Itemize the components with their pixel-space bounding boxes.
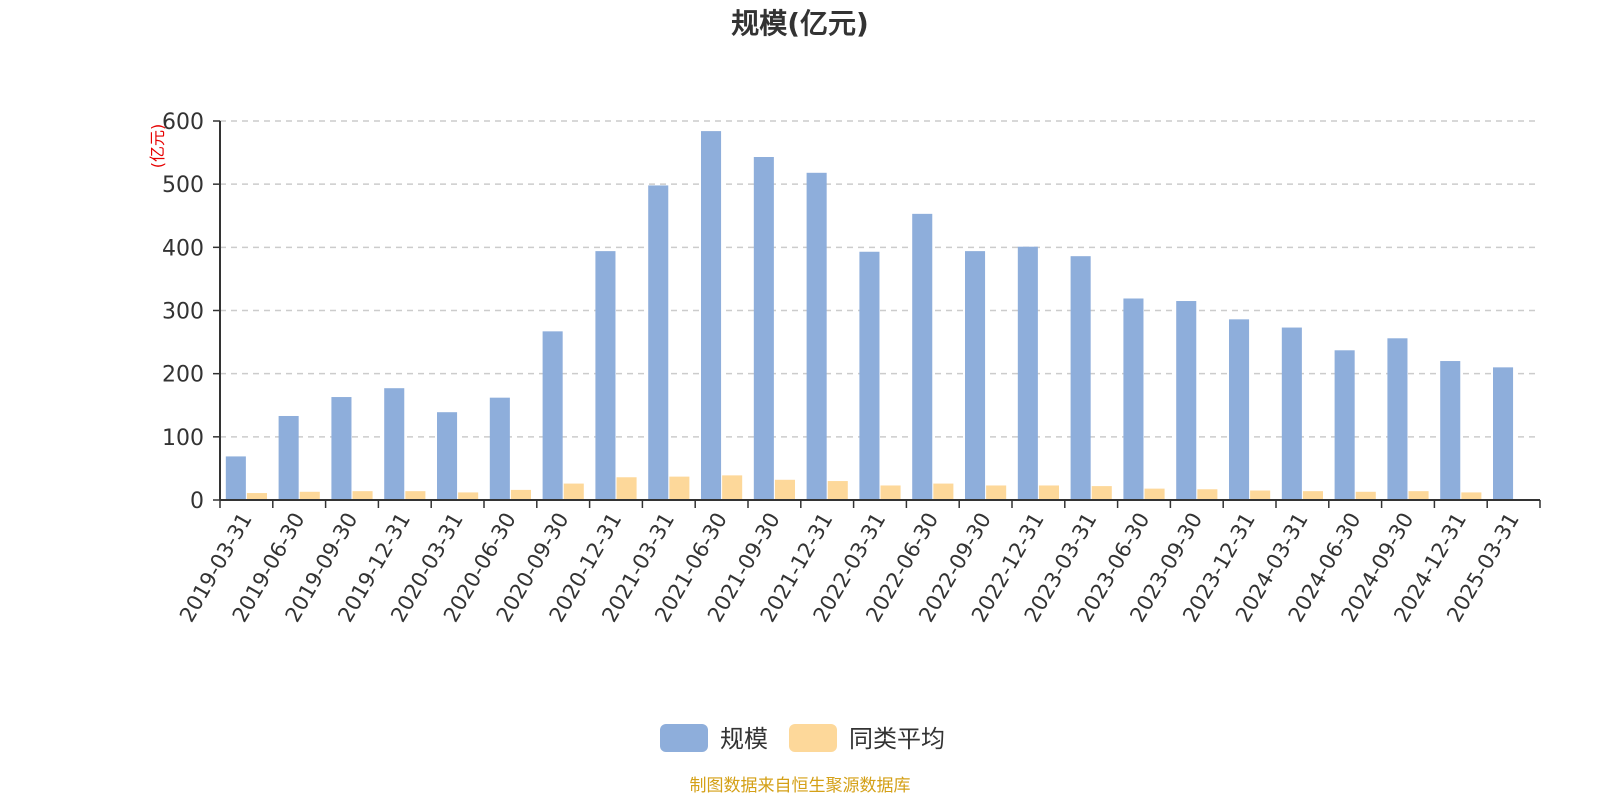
legend[interactable]: 规模 同类平均 [660, 724, 945, 753]
y-tick-label: 400 [162, 236, 204, 261]
bar-peer-average[interactable] [616, 477, 637, 500]
y-axis-unit-label: (亿元) [148, 124, 167, 169]
chart-title: 规模(亿元) [731, 7, 869, 40]
bar-peer-average[interactable] [510, 489, 531, 500]
bar-peer-average[interactable] [1355, 491, 1376, 500]
bar-scale[interactable] [1281, 327, 1302, 500]
bar-peer-average[interactable] [1197, 489, 1218, 500]
bar-scale[interactable] [1017, 246, 1038, 500]
bar-peer-average[interactable] [1250, 490, 1271, 500]
bar-scale[interactable] [1440, 361, 1461, 500]
bar-peer-average[interactable] [1038, 485, 1059, 500]
bar-scale[interactable] [965, 251, 986, 500]
axes [219, 121, 1540, 501]
bar-scale[interactable] [648, 185, 669, 500]
data-source-note: 制图数据来自恒生聚源数据库 [690, 776, 911, 796]
bar-peer-average[interactable] [563, 483, 584, 500]
bar-peer-average[interactable] [299, 491, 320, 500]
bar-scale[interactable] [753, 157, 774, 500]
bar-peer-average[interactable] [933, 483, 954, 500]
bar-scale[interactable] [489, 397, 510, 500]
bar-scale[interactable] [806, 172, 827, 500]
legend-label-scale[interactable]: 规模 [720, 725, 768, 753]
bar-scale[interactable] [1493, 367, 1514, 500]
bar-scale[interactable] [331, 397, 352, 500]
y-tick-label: 500 [162, 173, 204, 198]
bar-scale[interactable] [437, 412, 458, 500]
bar-scale[interactable] [1229, 319, 1250, 500]
bar-peer-average[interactable] [1091, 486, 1112, 500]
bar-peer-average[interactable] [774, 479, 795, 500]
y-tick-label: 300 [162, 300, 204, 325]
bar-peer-average[interactable] [405, 491, 426, 500]
bar-scale[interactable] [701, 131, 722, 500]
bar-peer-average[interactable] [986, 485, 1007, 500]
bar-scale[interactable] [542, 331, 563, 500]
bar-scale[interactable] [1176, 301, 1197, 500]
bar-scale[interactable] [278, 415, 299, 500]
y-axis-ticks: 0 100 200 300 400 500 600 [162, 110, 220, 514]
bar-peer-average[interactable] [1144, 488, 1165, 500]
bars [225, 131, 1514, 501]
bar-peer-average[interactable] [722, 475, 743, 500]
bar-scale[interactable] [1123, 298, 1144, 500]
y-tick-label: 200 [162, 363, 204, 388]
bar-peer-average[interactable] [246, 493, 267, 500]
bar-peer-average[interactable] [1461, 492, 1482, 500]
legend-swatch-peer-average[interactable] [789, 724, 837, 752]
bar-scale[interactable] [912, 213, 933, 501]
bar-peer-average[interactable] [1408, 491, 1429, 500]
legend-swatch-scale[interactable] [660, 724, 708, 752]
bar-peer-average[interactable] [458, 492, 479, 500]
bar-scale[interactable] [1070, 256, 1091, 500]
y-tick-label: 0 [190, 489, 204, 514]
x-axis-ticks: 2019-03-312019-06-302019-09-302019-12-31… [175, 500, 1541, 626]
bar-peer-average[interactable] [1302, 491, 1323, 500]
bar-scale[interactable] [1334, 350, 1355, 500]
legend-label-peer-average[interactable]: 同类平均 [849, 725, 945, 753]
grid-lines [220, 120, 1540, 438]
bar-peer-average[interactable] [827, 481, 848, 500]
bar-scale[interactable] [595, 251, 616, 500]
bar-peer-average[interactable] [352, 491, 373, 500]
y-tick-label: 600 [162, 110, 204, 135]
bar-scale[interactable] [859, 251, 880, 500]
bar-peer-average[interactable] [880, 485, 901, 500]
bar-scale[interactable] [1387, 338, 1408, 500]
bar-scale[interactable] [225, 456, 246, 500]
bar-scale[interactable] [384, 388, 405, 500]
y-tick-label: 100 [162, 426, 204, 451]
bar-peer-average[interactable] [669, 476, 690, 500]
